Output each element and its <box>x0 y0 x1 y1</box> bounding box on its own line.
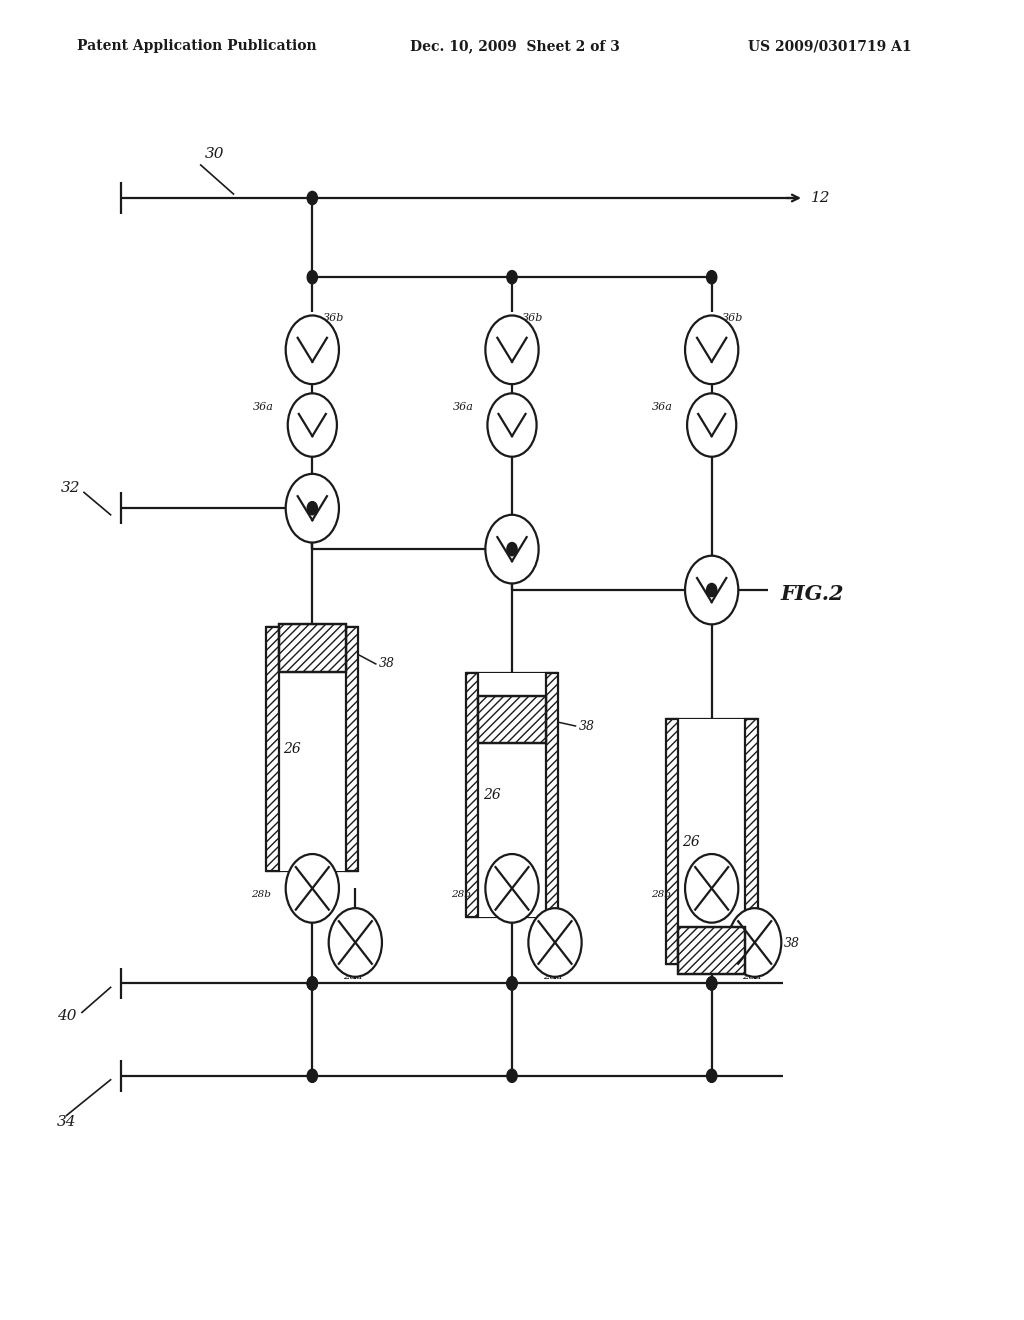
Circle shape <box>307 502 317 515</box>
Circle shape <box>707 583 717 597</box>
Circle shape <box>685 854 738 923</box>
Text: 30: 30 <box>205 147 224 161</box>
Text: 28a: 28a <box>543 972 562 981</box>
Bar <box>745 719 758 964</box>
Circle shape <box>487 393 537 457</box>
Text: 26: 26 <box>682 834 700 849</box>
Circle shape <box>286 474 339 543</box>
Bar <box>279 624 346 672</box>
Text: 36a: 36a <box>453 401 473 412</box>
Circle shape <box>307 191 317 205</box>
Text: Patent Application Publication: Patent Application Publication <box>77 40 316 53</box>
Bar <box>546 673 558 917</box>
Bar <box>346 627 358 871</box>
Circle shape <box>507 271 517 284</box>
Circle shape <box>507 977 517 990</box>
Bar <box>279 624 346 672</box>
Text: 36b: 36b <box>323 313 344 323</box>
Circle shape <box>307 977 317 990</box>
Circle shape <box>288 393 337 457</box>
Text: 36a: 36a <box>652 401 673 412</box>
Circle shape <box>685 556 738 624</box>
Circle shape <box>685 315 738 384</box>
Circle shape <box>707 1069 717 1082</box>
Text: 38: 38 <box>579 719 595 733</box>
Bar <box>678 927 745 974</box>
Text: 28a: 28a <box>742 972 762 981</box>
Circle shape <box>528 908 582 977</box>
Text: 36a: 36a <box>253 401 273 412</box>
Bar <box>478 696 546 743</box>
Circle shape <box>507 1069 517 1082</box>
Circle shape <box>728 908 781 977</box>
Bar <box>678 927 745 974</box>
Text: 26: 26 <box>283 742 301 756</box>
Circle shape <box>707 977 717 990</box>
Bar <box>266 627 279 871</box>
Circle shape <box>307 271 317 284</box>
Circle shape <box>707 977 717 990</box>
Text: 38: 38 <box>783 937 800 950</box>
Circle shape <box>507 977 517 990</box>
Text: 28a: 28a <box>343 972 362 981</box>
Circle shape <box>485 315 539 384</box>
Text: 12: 12 <box>811 191 830 205</box>
Bar <box>666 719 758 964</box>
Circle shape <box>307 1069 317 1082</box>
Circle shape <box>307 977 317 990</box>
Bar <box>466 673 478 917</box>
Bar <box>279 624 346 672</box>
Circle shape <box>329 908 382 977</box>
Text: Dec. 10, 2009  Sheet 2 of 3: Dec. 10, 2009 Sheet 2 of 3 <box>410 40 620 53</box>
Text: 36b: 36b <box>722 313 743 323</box>
Circle shape <box>286 315 339 384</box>
Circle shape <box>485 515 539 583</box>
Text: 34: 34 <box>56 1115 76 1129</box>
Text: US 2009/0301719 A1: US 2009/0301719 A1 <box>748 40 911 53</box>
Text: 28b: 28b <box>651 891 671 899</box>
Text: 38: 38 <box>379 657 395 671</box>
Text: 28b: 28b <box>452 891 471 899</box>
Circle shape <box>687 393 736 457</box>
Text: 36b: 36b <box>522 313 544 323</box>
Text: FIG.2: FIG.2 <box>780 583 844 605</box>
Circle shape <box>485 854 539 923</box>
Bar <box>666 719 678 964</box>
Circle shape <box>507 543 517 556</box>
Bar <box>266 627 358 871</box>
Bar <box>478 696 546 743</box>
Bar <box>466 673 558 917</box>
Bar <box>478 696 546 743</box>
Circle shape <box>707 271 717 284</box>
Text: 28b: 28b <box>252 891 271 899</box>
Text: 40: 40 <box>57 1010 77 1023</box>
Text: 26: 26 <box>482 788 501 803</box>
Text: 32: 32 <box>60 482 80 495</box>
Bar <box>678 927 745 974</box>
Circle shape <box>286 854 339 923</box>
